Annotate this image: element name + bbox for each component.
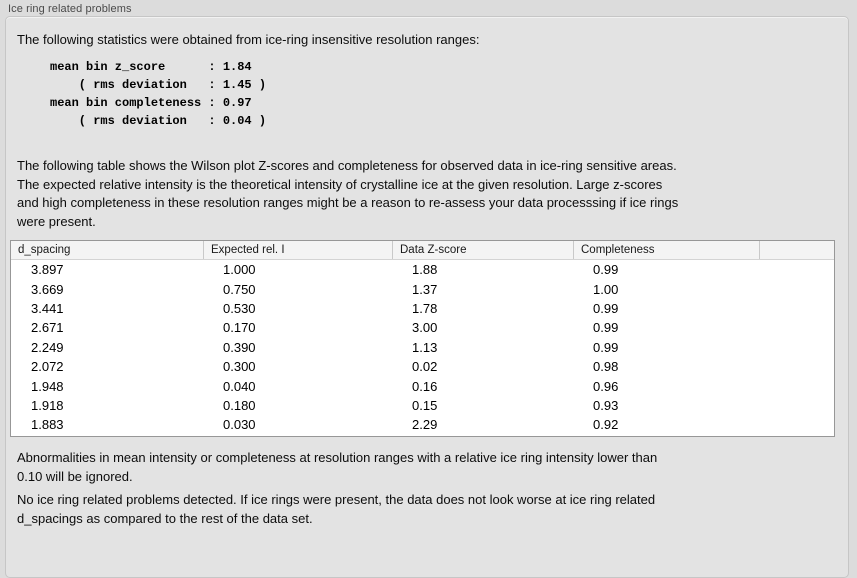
table-header-row[interactable]: d_spacing Expected rel. I Data Z-score Comp…	[11, 241, 834, 260]
table-cell: 0.16	[412, 378, 438, 394]
table-cell: 0.99	[593, 339, 619, 355]
table-cell: 0.180	[223, 397, 256, 413]
table-cell: 3.441	[31, 300, 64, 316]
note-text: Abnormalities in mean intensity or compl…	[17, 450, 658, 484]
column-header[interactable]	[759, 241, 834, 259]
ice-ring-panel: { "window": { "group_label": "Ice ring r…	[5, 3, 849, 578]
column-header[interactable]: Completeness	[573, 241, 759, 259]
table-cell: 1.883	[31, 417, 64, 433]
table-row[interactable]: 2.671 0.170 3.00 0.99	[11, 318, 834, 337]
table-cell: 1.37	[412, 281, 438, 297]
table-cell: 1.948	[31, 378, 64, 394]
table-cell: 0.530	[223, 300, 256, 316]
table-cell: 0.96	[593, 378, 619, 394]
table-cell: 0.02	[412, 359, 438, 375]
table-row[interactable]: 2.072 0.300 0.02 0.98	[11, 357, 834, 376]
table-cell: 0.92	[593, 417, 619, 433]
table-cell: 0.98	[593, 359, 619, 375]
table-cell: 3.897	[31, 262, 64, 278]
table-description: The following table shows the Wilson plo…	[17, 158, 679, 229]
table-cell: 2.249	[31, 339, 64, 355]
table-cell: 0.99	[593, 300, 619, 316]
stats-block: mean bin z_score : 1.84 ( rms deviation …	[50, 60, 267, 128]
ice-table-body: 3.897 1.000 1.88 0.99 3.669 0.750 1.37 1.00 3.44…	[11, 260, 834, 435]
table-cell: 0.300	[223, 359, 256, 375]
table-cell: 2.29	[412, 417, 438, 433]
table-cell: 1.918	[31, 397, 64, 413]
column-header[interactable]: d_spacing	[18, 244, 71, 256]
table-cell: 1.78	[412, 300, 438, 316]
table-cell: 1.88	[412, 262, 438, 278]
table-cell: 0.170	[223, 320, 256, 336]
table-cell: 0.99	[593, 320, 619, 336]
table-cell: 1.00	[593, 281, 619, 297]
intro-text: The following statistics were obtained f…	[17, 32, 480, 47]
column-header[interactable]: Data Z-score	[392, 241, 573, 259]
table-cell: 3.00	[412, 320, 438, 336]
table-cell: 0.99	[593, 262, 619, 278]
ice-ring-table: d_spacing Expected rel. I Data Z-score Comp…	[10, 240, 835, 437]
table-cell: 2.072	[31, 359, 64, 375]
table-cell: 1.13	[412, 339, 438, 355]
table-cell: 0.390	[223, 339, 256, 355]
table-cell: 0.040	[223, 378, 256, 394]
table-cell: 2.671	[31, 320, 64, 336]
table-cell: 0.15	[412, 397, 438, 413]
table-row[interactable]: 3.897 1.000 1.88 0.99	[11, 260, 834, 279]
conclusion-text: No ice ring related problems detected. I…	[17, 492, 656, 526]
table-row[interactable]: 2.249 0.390 1.13 0.99	[11, 338, 834, 357]
table-cell: 0.93	[593, 397, 619, 413]
column-header[interactable]: Expected rel. I	[203, 241, 392, 259]
table-row[interactable]: 1.948 0.040 0.16 0.96	[11, 376, 834, 395]
table-row[interactable]: 1.918 0.180 0.15 0.93	[11, 396, 834, 415]
table-cell: 3.669	[31, 281, 64, 297]
table-cell: 0.030	[223, 417, 256, 433]
table-cell: 0.750	[223, 281, 256, 297]
table-row[interactable]: 3.669 0.750 1.37 1.00	[11, 279, 834, 298]
group-box-label: Ice ring related problems	[8, 3, 132, 15]
table-row[interactable]: 3.441 0.530 1.78 0.99	[11, 299, 834, 318]
table-cell: 1.000	[223, 262, 256, 278]
table-row[interactable]: 1.883 0.030 2.29 0.92	[11, 415, 834, 434]
